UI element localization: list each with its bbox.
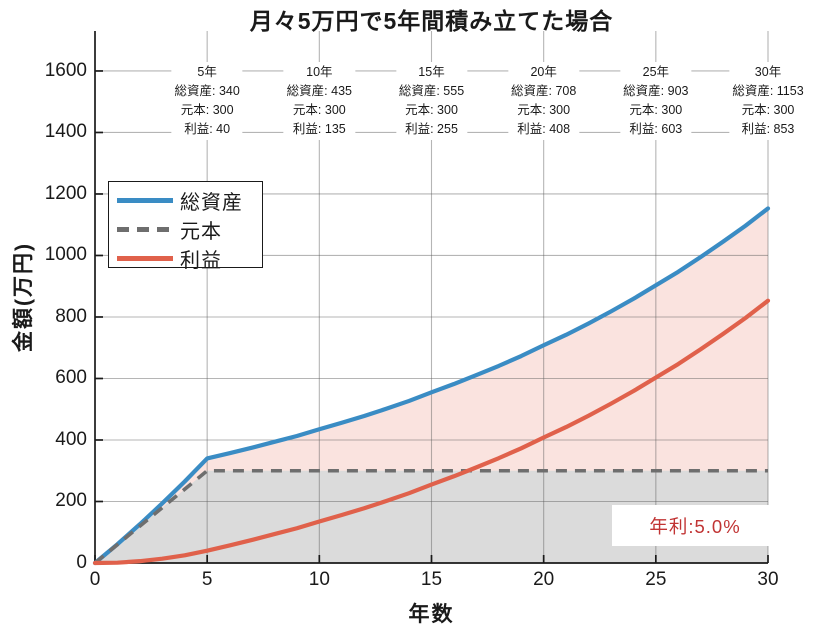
x-tick-label: 10 [308, 569, 330, 590]
x-tick-label: 30 [757, 569, 779, 590]
legend-item-principal: 元本 [117, 215, 256, 244]
legend-label-profit: 利益 [180, 250, 222, 272]
y-tick-label: 800 [55, 305, 87, 327]
annotation-year-label: 10年 [306, 65, 333, 79]
annotation-year-label: 30年 [754, 65, 782, 79]
y-tick-label: 1200 [44, 182, 87, 204]
total-line-sample-icon [117, 198, 173, 203]
profit-line [92, 298, 771, 566]
chart-title: 月々5万円で5年間積み立てた場合 [249, 8, 614, 34]
annotation-value-row: 利益: 603 [629, 122, 683, 136]
annotation-block: 10年総資産: 435 元本: 300 利益: 135 [283, 62, 355, 140]
legend-item-profit: 利益 [117, 244, 256, 273]
legend-item-total: 総資産 [117, 186, 256, 215]
annotation-value-row: 利益: 40 [184, 122, 231, 136]
profit-line-sample-icon [117, 256, 173, 261]
annotation-value-row: 総資産: 340 [174, 84, 240, 98]
y-tick-label: 200 [55, 490, 87, 512]
annotation-value-row: 総資産: 903 [623, 84, 689, 98]
annotation-year-label: 25年 [642, 65, 670, 79]
y-tick-label: 0 [76, 552, 87, 573]
annotation-value-row: 元本: 300 [405, 103, 458, 117]
annotation-value-row: 総資産: 555 [398, 84, 465, 98]
annotation-block: 5年総資産: 340 元本: 300 利益: 40 [171, 62, 243, 140]
annotation-value-row: 元本: 300 [741, 103, 795, 117]
annotation-value-row: 元本: 300 [180, 103, 234, 117]
x-tick-label: 15 [420, 569, 443, 590]
y-tick-label: 1400 [44, 121, 87, 143]
x-tick-label: 25 [645, 569, 667, 590]
annotation-value-row: 元本: 300 [517, 103, 571, 117]
annotation-block: 30年総資産: 1153 元本: 300 利益: 853 [729, 62, 807, 140]
y-tick-label: 600 [55, 367, 87, 389]
principal-line [93, 468, 768, 565]
profit-area-fill [95, 208, 768, 563]
annotation-value-row: 総資産: 708 [511, 84, 577, 98]
annotation-value-row: 総資産: 1153 [732, 84, 804, 98]
principal-area-fill [95, 470, 768, 563]
annotation-block: 25年総資産: 903 元本: 300 利益: 603 [620, 62, 692, 140]
annotation-block: 15年総資産: 555 元本: 300 利益: 255 [395, 62, 468, 140]
annotation-value-row: 利益: 135 [292, 122, 346, 136]
annotation-value-row: 元本: 300 [292, 103, 346, 117]
total-assets-line [92, 206, 771, 566]
annotation-year-label: 20年 [530, 65, 557, 79]
legend-label-total: 総資産 [180, 192, 243, 214]
annotation-year-label: 15年 [418, 65, 445, 79]
principal-line-sample-icon [117, 227, 173, 232]
y-tick-label: 1000 [44, 244, 87, 266]
x-tick-label: 5 [201, 569, 213, 590]
y-tick-label: 1600 [44, 59, 87, 81]
legend-label-principal: 元本 [180, 221, 222, 243]
x-tick-label: 20 [533, 569, 555, 590]
annotation-value-row: 元本: 300 [629, 103, 683, 117]
annotation-value-row: 総資産: 435 [286, 84, 352, 98]
x-axis-label: 年数 [408, 603, 455, 626]
legend: 総資産 元本 利益 [108, 181, 263, 272]
x-tick-label: 0 [89, 569, 101, 590]
annotation-value-row: 利益: 853 [741, 122, 795, 136]
annotation-year-label: 5年 [197, 65, 217, 79]
annotation-value-row: 利益: 408 [517, 122, 571, 136]
annual-rate-badge: 年利:5.0% [612, 505, 778, 546]
annotation-block: 20年総資産: 708 元本: 300 利益: 408 [508, 62, 580, 140]
y-axis-label: 金額(万円) [12, 242, 35, 352]
y-tick-label: 400 [55, 428, 87, 450]
annotation-value-row: 利益: 255 [405, 122, 458, 136]
